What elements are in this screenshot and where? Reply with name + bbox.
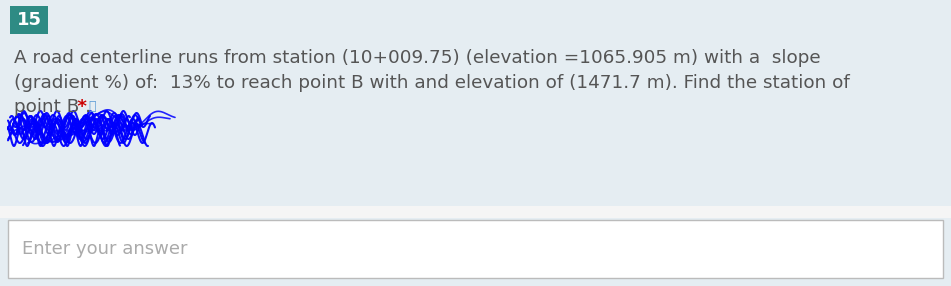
FancyBboxPatch shape [10,6,48,34]
Text: *: * [71,98,87,116]
Text: 🔊: 🔊 [88,100,95,112]
Text: A road centerline runs from station (10+009.75) (elevation =1065.905 m) with a  : A road centerline runs from station (10+… [14,49,821,67]
Text: (gradient %) of:  13% to reach point B with and elevation of (1471.7 m). Find th: (gradient %) of: 13% to reach point B wi… [14,74,850,92]
Text: 15: 15 [16,11,42,29]
FancyBboxPatch shape [8,220,943,278]
Text: point B .: point B . [14,98,91,116]
Text: Enter your answer: Enter your answer [22,240,187,258]
FancyBboxPatch shape [0,206,951,218]
